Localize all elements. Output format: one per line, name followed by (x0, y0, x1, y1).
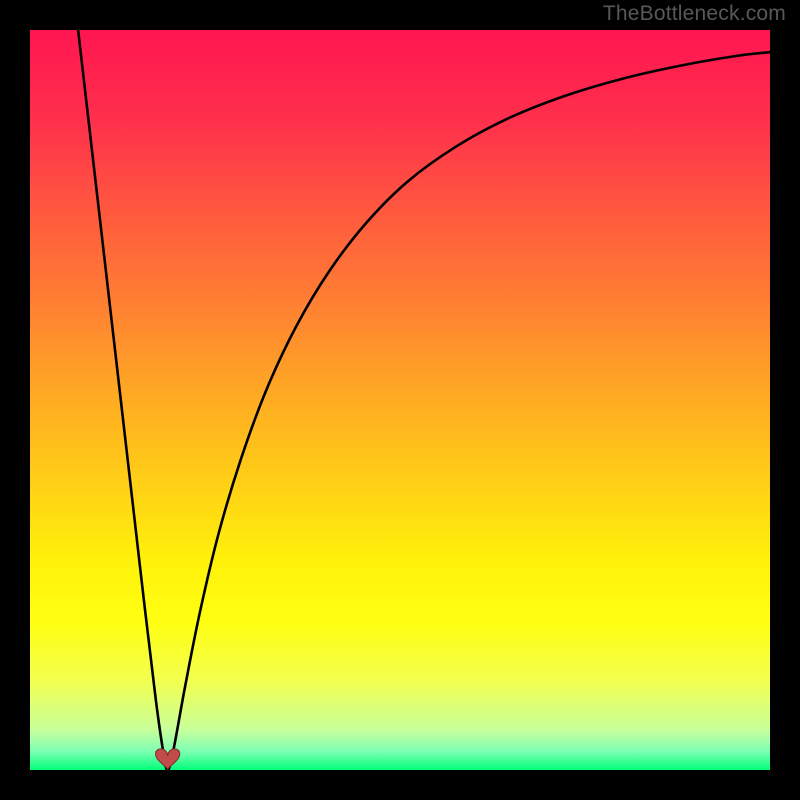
plot-background (30, 30, 770, 770)
chart-container: TheBottleneck.com (0, 0, 800, 800)
bottleneck-chart (0, 0, 800, 800)
attribution-text: TheBottleneck.com (603, 2, 786, 26)
